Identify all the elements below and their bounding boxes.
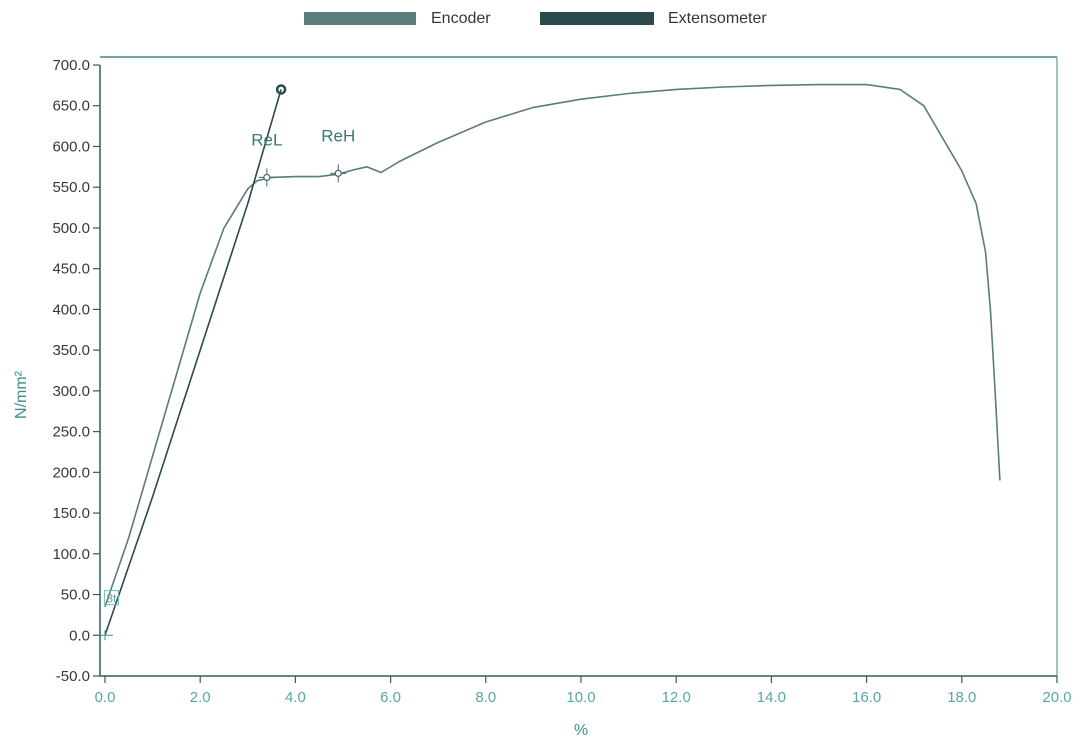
annotation-label-rel: ReL	[251, 130, 282, 149]
x-tick-label: 14.0	[757, 689, 786, 706]
y-axis-title: N/mm²	[13, 370, 30, 419]
x-axis-ticks: 0.0 2.0 4.0 6.0 8.0 10.0 12.0 14.0 16.0 18.0 20.0	[95, 676, 1072, 706]
y-tick-label: 550.0	[52, 179, 90, 196]
x-tick-label: 0.0	[95, 689, 116, 706]
series-encoder-line	[104, 83, 1001, 608]
y-tick-label: 600.0	[52, 138, 90, 155]
origin-marker-label: 3t	[106, 592, 117, 606]
x-tick-label: 4.0	[285, 689, 306, 706]
legend: Encoder Extensometer	[304, 10, 767, 27]
legend-swatch-extensometer	[540, 12, 654, 25]
y-tick-label: -50.0	[56, 668, 90, 685]
annotation-point	[334, 169, 342, 177]
origin-marker-box	[103, 590, 119, 606]
x-axis-title: %	[574, 722, 588, 739]
x-tick-label: 16.0	[852, 689, 881, 706]
x-tick-label: 6.0	[380, 689, 401, 706]
x-tick-label: 8.0	[475, 689, 496, 706]
legend-label-encoder: Encoder	[431, 10, 491, 27]
y-tick-label: 50.0	[61, 587, 90, 604]
annotation-label-reh: ReH	[321, 126, 355, 145]
x-tick-label: 20.0	[1042, 689, 1071, 706]
y-tick-label: 100.0	[52, 546, 90, 563]
y-tick-label: 500.0	[52, 220, 90, 237]
x-tick-label: 2.0	[190, 689, 211, 706]
annotation-point	[263, 173, 271, 182]
y-axis-ticks: 700.0 650.0 600.0 550.0 500.0 450.0 400.0 350.0…	[52, 57, 100, 685]
y-tick-label: 300.0	[52, 383, 90, 400]
legend-label-extensometer: Extensometer	[668, 10, 767, 27]
annotations-layer: ReL ReH 3t	[100, 126, 355, 641]
y-tick-label: 350.0	[52, 342, 90, 359]
y-tick-label: 250.0	[52, 424, 90, 441]
y-tick-label: 150.0	[52, 505, 90, 522]
x-tick-label: 10.0	[566, 689, 595, 706]
x-tick-label: 12.0	[662, 689, 691, 706]
series-extensometer-line	[104, 89, 282, 636]
y-tick-label: 0.0	[69, 627, 90, 644]
y-tick-label: 700.0	[52, 57, 90, 74]
y-tick-label: 650.0	[52, 98, 90, 115]
series-layer	[104, 83, 1001, 636]
y-tick-label: 200.0	[52, 464, 90, 481]
y-tick-label: 400.0	[52, 301, 90, 318]
y-tick-label: 450.0	[52, 261, 90, 278]
x-tick-label: 18.0	[947, 689, 976, 706]
legend-swatch-encoder	[304, 12, 416, 25]
extensometer-end-marker	[275, 84, 287, 95]
